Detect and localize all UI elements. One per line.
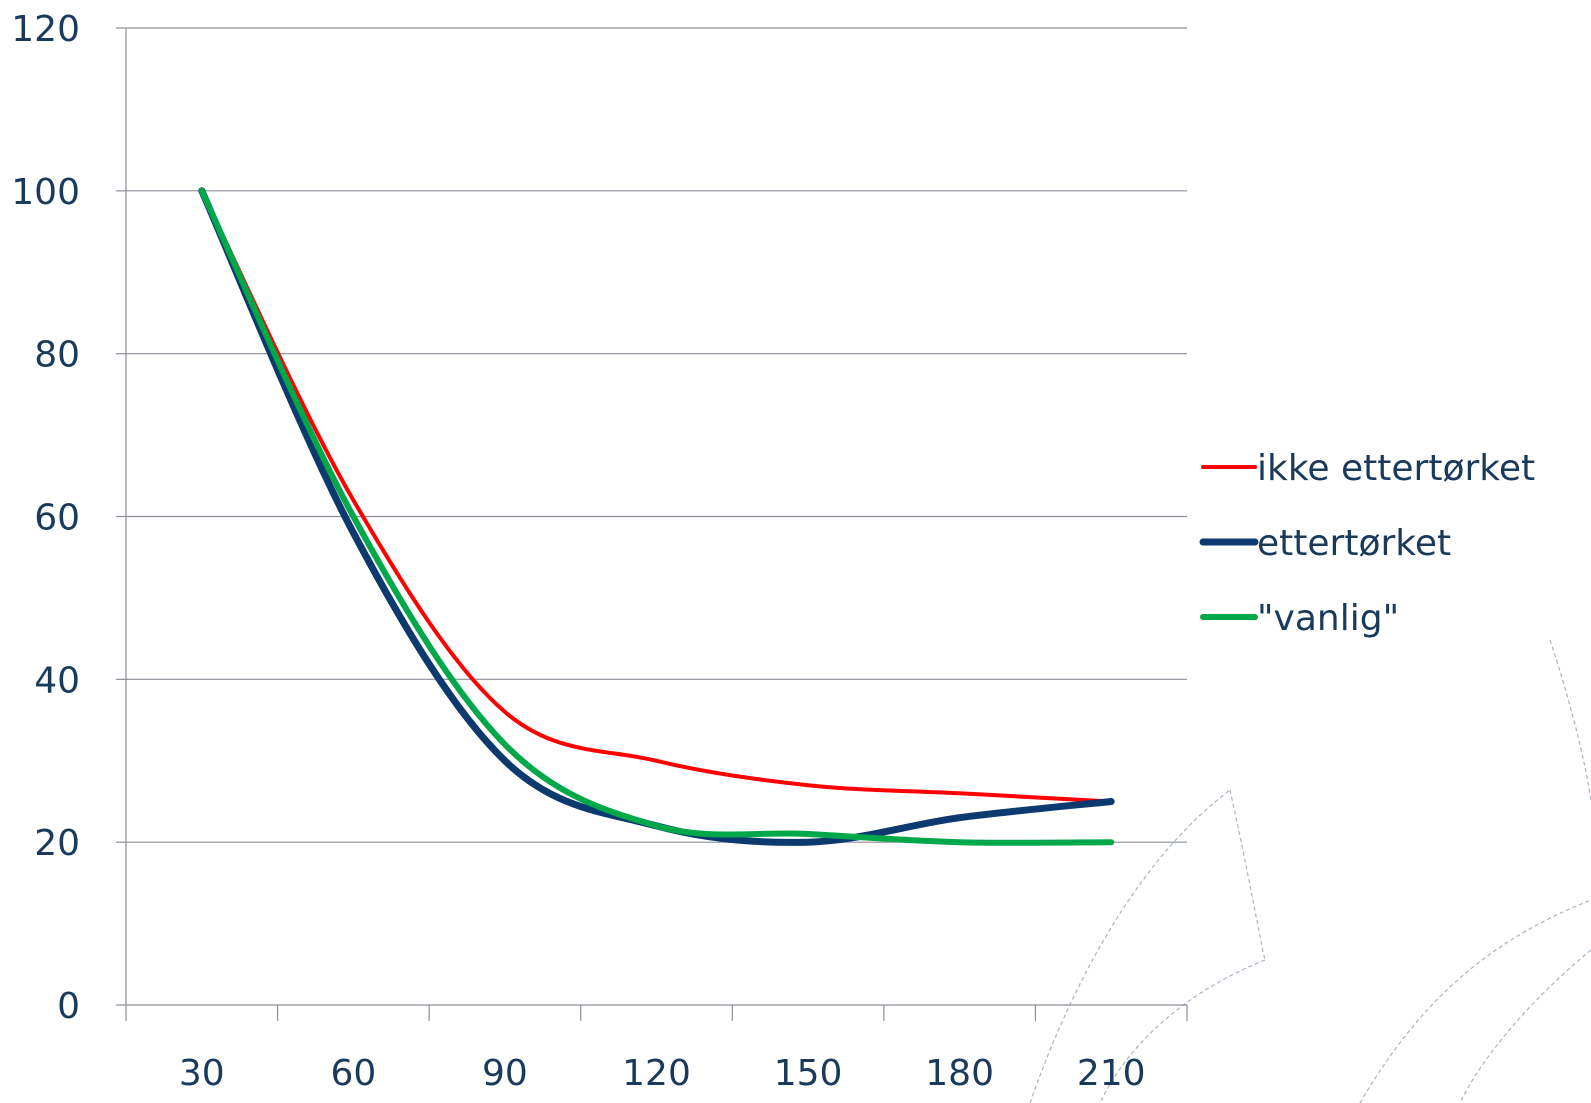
- legend-label: ikke ettertørket: [1257, 448, 1535, 489]
- y-tick-label: 120: [11, 9, 80, 50]
- series-lines: [198, 187, 1115, 846]
- y-tick-label: 20: [34, 823, 80, 864]
- series-line-2: [198, 187, 1115, 846]
- x-tick-label: 180: [925, 1053, 994, 1094]
- x-tick-label: 90: [482, 1053, 528, 1094]
- x-axis-ticks: 30 60 90 120 150 180 210: [125, 1005, 1188, 1094]
- x-tick-label: 60: [330, 1053, 376, 1094]
- legend-label: ettertørket: [1257, 523, 1451, 564]
- y-tick-label: 60: [34, 498, 80, 539]
- y-tick-label: 80: [34, 335, 80, 376]
- legend: ikke ettertørket ettertørket "vanlig": [1199, 448, 1535, 639]
- y-tick-label: 0: [57, 986, 80, 1027]
- series-line-1: [198, 187, 1115, 846]
- x-tick-label: 30: [179, 1053, 225, 1094]
- background-decoration: [1029, 639, 1591, 1103]
- x-tick-label: 210: [1077, 1053, 1146, 1094]
- x-tick-label: 120: [622, 1053, 691, 1094]
- y-axis-ticks: 0 20 40 60 80 100 120: [11, 9, 126, 1027]
- legend-label: "vanlig": [1257, 598, 1399, 639]
- series-line-0: [199, 188, 1114, 804]
- y-tick-label: 100: [11, 172, 80, 213]
- y-tick-label: 40: [34, 660, 80, 701]
- grid-lines: [126, 27, 1187, 843]
- x-tick-label: 150: [774, 1053, 843, 1094]
